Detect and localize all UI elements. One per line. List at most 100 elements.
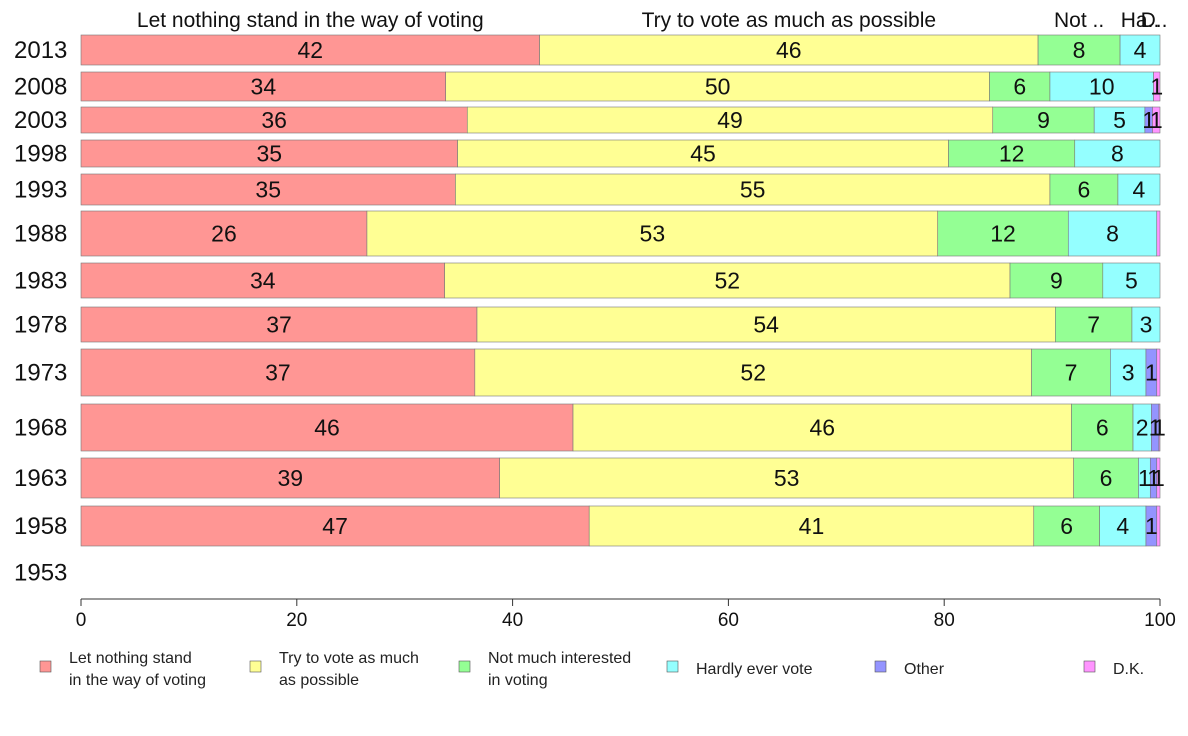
year-label-1988: 1988 [14,221,67,248]
year-label-1983: 1983 [14,268,67,295]
data-label-2003-1: 49 [717,107,743,133]
legend-label-0: Let nothing stand in the way of voting [69,650,206,689]
data-label-1993-2: 6 [1078,177,1091,203]
data-label-1968-5: 1 [1153,415,1166,441]
legend-swatch-5 [1083,660,1096,673]
year-label-1958: 1958 [14,513,67,540]
bar-segment-1968-1 [572,403,1072,452]
data-label-1968-2: 6 [1096,415,1109,441]
bar-segment-1963-1 [499,457,1074,499]
data-label-1963-5: 1 [1152,465,1165,491]
legend-swatch-3 [666,660,679,673]
bar-segment-2008-2 [989,71,1051,102]
data-label-1993-1: 55 [740,177,766,203]
data-label-1998-0: 35 [256,141,282,167]
bar-segment-1993-2 [1049,173,1119,206]
data-label-1998-2: 12 [999,141,1025,167]
data-label-2003-2: 9 [1037,107,1050,133]
data-label-1978-2: 7 [1087,312,1100,338]
bar-segment-1958-3 [1099,505,1147,547]
data-label-1968-3: 2 [1136,415,1149,441]
data-label-1988-1: 53 [640,221,666,247]
bar-segment-1968-0 [80,403,574,452]
bar-segment-2003-3 [1093,106,1146,134]
bar-segment-1968-2 [1071,403,1134,452]
bar-segment-1993-1 [455,173,1051,206]
legend-label-5: D.K. [1113,661,1144,678]
x-axis: 0 20 40 60 80 100 [76,598,1176,631]
bar-segment-1983-0 [80,262,445,299]
data-label-1983-3: 5 [1125,268,1138,294]
x-tick-label-80: 80 [934,610,955,631]
data-label-1993-3: 4 [1133,177,1146,203]
bar-segment-1958-0 [80,505,590,547]
bar-segment-1963-2 [1073,457,1139,499]
data-label-1973-4: 1 [1145,360,1158,386]
bar-segment-2008-5 [1153,71,1161,102]
data-label-1968-1: 46 [809,415,835,441]
bar-segment-1958-1 [588,505,1035,547]
top-label-1: Try to vote as much as possible [642,9,937,32]
top-label-3: Ha.. [1121,9,1160,32]
year-label-1953: 1953 [14,560,67,587]
year-label-1978: 1978 [14,312,67,339]
bar-segment-2013-3 [1119,34,1161,66]
bar-segment-1993-0 [80,173,456,206]
year-label-1973: 1973 [14,360,67,387]
year-label-2008: 2008 [14,74,67,101]
data-label-1973-3: 3 [1122,360,1135,386]
data-label-2013-1: 46 [776,37,802,63]
legend-label-3: Hardly ever vote [696,661,813,678]
bar-segment-1963-0 [80,457,500,499]
bar-segment-1988-3 [1067,210,1158,257]
bar-segment-2008-1 [445,71,990,102]
x-tick-label-60: 60 [718,610,739,631]
top-series-labels: Let nothing stand in the way of voting Tr… [137,9,1168,32]
bar-segment-1978-1 [476,306,1056,343]
x-tick-label-20: 20 [286,610,307,631]
top-label-0: Let nothing stand in the way of voting [137,9,484,32]
bar-segment-2003-2 [992,106,1095,134]
bar-segment-1998-3 [1074,139,1161,168]
bar-segment-1993-3 [1117,173,1161,206]
data-label-1978-0: 37 [266,312,292,338]
data-label-1968-0: 46 [314,415,340,441]
data-label-1958-1: 41 [799,513,825,539]
data-label-2008-2: 6 [1013,74,1026,100]
data-label-1973-2: 7 [1065,360,1078,386]
data-label-1973-0: 37 [265,360,291,386]
legend-swatch-4 [874,660,887,673]
year-label-1963: 1963 [14,465,67,492]
bar-segment-2003-5 [1152,106,1161,134]
data-label-1958-2: 6 [1060,513,1073,539]
bar-segment-1973-2 [1031,348,1111,397]
bar-segment-1983-2 [1009,262,1104,299]
data-label-2008-3: 10 [1089,74,1115,100]
legend-label-1: Try to vote as much as possible [279,650,419,689]
data-label-1963-2: 6 [1100,465,1113,491]
data-label-2003-0: 36 [261,107,287,133]
year-label-1993: 1993 [14,177,67,204]
data-label-1963-1: 53 [774,465,800,491]
bar-segment-1973-0 [80,348,476,397]
data-label-1968-4: 1 [1149,415,1162,441]
data-label-2013-3: 4 [1134,37,1147,63]
data-label-1978-3: 3 [1140,312,1153,338]
top-label-2: Not .. [1054,9,1104,32]
data-label-2003-3: 5 [1113,107,1126,133]
data-label-2003-4: 1 [1142,107,1155,133]
x-tick-label-40: 40 [502,610,523,631]
bar-segment-1983-1 [444,262,1011,299]
data-label-1958-4: 1 [1145,513,1158,539]
bar-segment-2008-0 [80,71,447,102]
bar-segment-1963-5 [1156,457,1161,499]
data-label-1988-0: 26 [211,221,237,247]
data-label-1998-3: 8 [1111,141,1124,167]
data-label-2008-5: 1 [1150,74,1163,100]
data-label-1998-1: 45 [690,141,716,167]
bar-segment-2013-1 [539,34,1039,66]
data-label-1978-1: 54 [753,312,779,338]
data-label-1963-3: 1 [1138,465,1151,491]
data-label-1958-3: 4 [1116,513,1129,539]
